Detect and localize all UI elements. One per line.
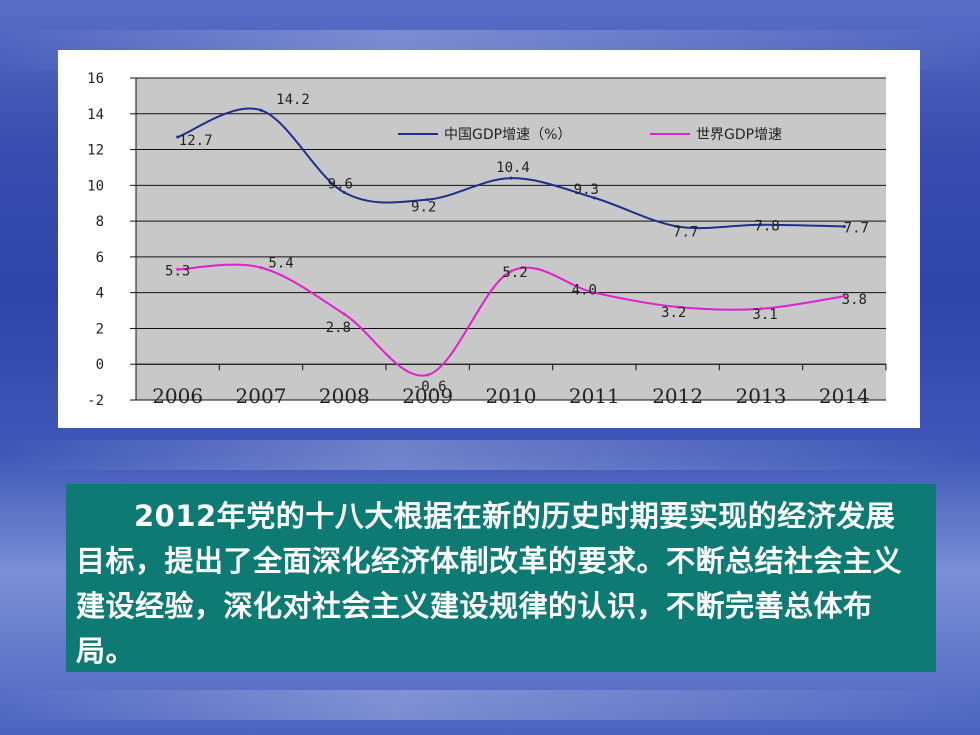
data-point (176, 135, 180, 139)
x-tick-label: 2012 (652, 384, 703, 408)
caption-text: 2012年党的十八大根据在新的历史时期要实现的经济发展目标，提出了全面深化经济体… (76, 499, 903, 668)
data-point (842, 294, 846, 298)
x-tick-label: 2006 (152, 384, 203, 408)
x-tick-label: 2010 (486, 384, 537, 408)
data-label: 10.4 (496, 160, 530, 176)
data-label: 7.7 (673, 224, 698, 240)
data-label: 7.8 (754, 219, 779, 235)
data-label: 14.2 (276, 92, 310, 108)
data-point (259, 266, 263, 270)
gdp-line-chart: 16 14 12 10 8 6 4 2 0 -2 2006 2007 2008 2009 2010 2011 2… (87, 71, 887, 409)
data-label: 5.3 (165, 263, 190, 279)
data-label: 5.2 (502, 265, 527, 281)
y-tick-label: 0 (96, 357, 104, 373)
legend-label: 世界GDP增速 (696, 127, 782, 143)
data-point (509, 176, 513, 180)
chart-panel: 16 14 12 10 8 6 4 2 0 -2 2006 2007 2008 2009 2010 2011 2… (58, 50, 920, 428)
data-point (759, 223, 763, 227)
data-label: 3.8 (842, 292, 867, 308)
data-label: 5.4 (268, 256, 293, 272)
data-label: 7.7 (844, 220, 869, 236)
y-tick-label: 8 (96, 214, 104, 230)
data-label: 3.2 (661, 305, 686, 321)
data-point (676, 305, 680, 309)
x-tick-label: 2009 (402, 384, 453, 408)
data-label: 9.3 (574, 182, 599, 198)
x-tick-label: 2008 (319, 384, 370, 408)
data-point (842, 224, 846, 228)
x-tick-label: 2007 (236, 384, 287, 408)
y-tick-label: 2 (96, 321, 104, 337)
y-tick-label: -2 (87, 393, 104, 409)
data-point (592, 196, 596, 200)
y-tick-label: 4 (96, 286, 104, 302)
data-label: 9.6 (328, 176, 353, 192)
data-label: 12.7 (179, 133, 213, 149)
data-point (426, 198, 430, 202)
data-label: 9.2 (411, 200, 436, 216)
data-point (259, 108, 263, 112)
x-tick-label: 2013 (736, 384, 787, 408)
series-line-world (177, 263, 845, 377)
data-point (342, 312, 346, 316)
data-point (426, 373, 430, 377)
y-tick-label: 14 (87, 107, 104, 123)
legend-label: 中国GDP增速（%） (444, 127, 571, 143)
data-point (592, 291, 596, 295)
data-point (676, 224, 680, 228)
data-point (342, 190, 346, 194)
data-point (509, 269, 513, 273)
y-tick-label: 12 (87, 143, 104, 159)
data-point (759, 307, 763, 311)
y-tick-label: 16 (87, 71, 104, 87)
y-tick-label: 6 (96, 250, 104, 266)
data-label: -0.6 (413, 379, 447, 395)
y-tick-label: 10 (87, 178, 104, 194)
x-tick-label: 2011 (569, 384, 620, 408)
plot-area (136, 78, 886, 400)
data-label: 3.1 (752, 307, 777, 323)
data-label: 4.0 (572, 283, 597, 299)
data-label: 2.8 (326, 320, 351, 336)
data-point (176, 267, 180, 271)
caption-box: 2012年党的十八大根据在新的历史时期要实现的经济发展目标，提出了全面深化经济体… (66, 484, 936, 672)
x-tick-label: 2014 (819, 384, 870, 408)
